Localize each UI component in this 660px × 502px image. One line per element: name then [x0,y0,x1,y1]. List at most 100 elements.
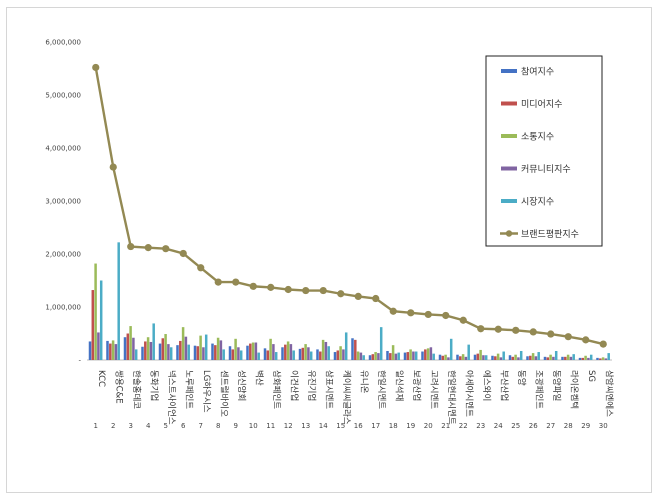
bar [467,344,470,360]
bar [181,327,185,360]
x-rank-label: 26 [529,422,538,430]
x-category-label: 동양파일 [551,370,562,401]
x-rank-label: 15 [336,422,345,430]
bar [596,357,599,360]
bar [537,352,540,360]
legend-label: 참여지수 [521,66,554,78]
bar [222,349,225,360]
x-rank-label: 17 [371,422,380,430]
x-category-label: 부산산업 [498,370,509,401]
x-rank-label: 7 [199,422,203,430]
x-rank-label: 14 [319,422,328,430]
bar [529,355,532,360]
bar [324,341,328,360]
x-rank-label: 21 [441,422,450,430]
y-tick-label: 5,000,000 [45,92,81,100]
line-point [459,316,467,324]
bar [94,263,97,360]
bar [351,338,354,360]
bar [319,351,322,360]
line-point [232,278,240,286]
line-point [547,330,555,338]
bar [106,340,109,360]
bar [126,333,130,360]
bar [161,338,165,360]
bar [354,339,357,360]
bar [99,280,103,360]
bar [534,356,538,360]
x-category-label: 고려시멘트 [428,370,439,409]
bar [141,346,144,360]
x-rank-label: 23 [476,422,485,430]
bar [249,343,252,360]
bar [339,346,342,360]
bar [356,351,360,360]
bar [359,352,363,360]
bar [397,352,400,360]
legend-swatch [501,101,517,106]
bar [214,345,217,360]
bar [91,290,95,360]
bar [117,242,120,360]
x-category-label: 유니온 [358,370,369,394]
legend-swatch [501,166,517,171]
bar [167,344,170,360]
bar [281,347,284,360]
x-category-label: 이건산업 [288,370,299,401]
bar [257,352,260,360]
x-category-label: 한솔홈데코 [131,370,142,409]
x-category-label: 라이온켐텍 [568,370,579,409]
y-tick-label: 2,000,000 [45,251,81,259]
x-rank-label: 13 [301,422,310,430]
x-rank-label: 22 [459,422,468,430]
line-point [529,328,537,336]
legend-label: 미디어지수 [521,99,562,110]
line-point [442,311,450,320]
bar [391,345,395,360]
x-category-label: 삼화페인트 [271,370,282,409]
bar [321,339,325,360]
bar [374,352,377,360]
x-category-label: 삼암씨엔에스 [603,370,614,417]
line-point [582,336,590,344]
bar [386,350,389,360]
x-rank-label: 11 [266,422,275,430]
x-rank-label: 19 [406,422,415,430]
bar [231,349,235,360]
line-series [92,63,607,348]
bar [502,351,505,360]
bar [272,344,275,360]
bar [266,350,270,360]
line-point [267,283,275,291]
bar [426,348,430,360]
bar [216,337,220,360]
bar [289,344,293,360]
x-category-label: 삼표시멘트 [323,370,334,409]
bar [246,345,249,360]
bar [292,350,295,360]
bar [549,354,552,360]
bar [176,345,179,360]
line-point [197,264,205,272]
x-category-label: 유진기업 [306,370,317,401]
bar [409,349,412,360]
bar [473,354,477,360]
bar [336,350,340,360]
y-tick-label: 4,000,000 [45,145,81,153]
line-point [249,282,257,290]
bar [254,342,258,360]
x-rank-label: 8 [216,422,220,430]
y-tick-label: - [78,357,81,365]
bar [414,351,418,360]
bar [234,338,237,360]
bar [514,354,517,360]
legend-box [485,55,603,247]
x-rank-label: 24 [494,422,503,430]
bar [587,357,590,360]
y-tick-label: 1,000,000 [45,304,81,312]
x-category-label: 케이씨씨글라스 [341,370,352,425]
bar [286,341,290,360]
bar [146,337,150,360]
line-point [302,286,310,295]
